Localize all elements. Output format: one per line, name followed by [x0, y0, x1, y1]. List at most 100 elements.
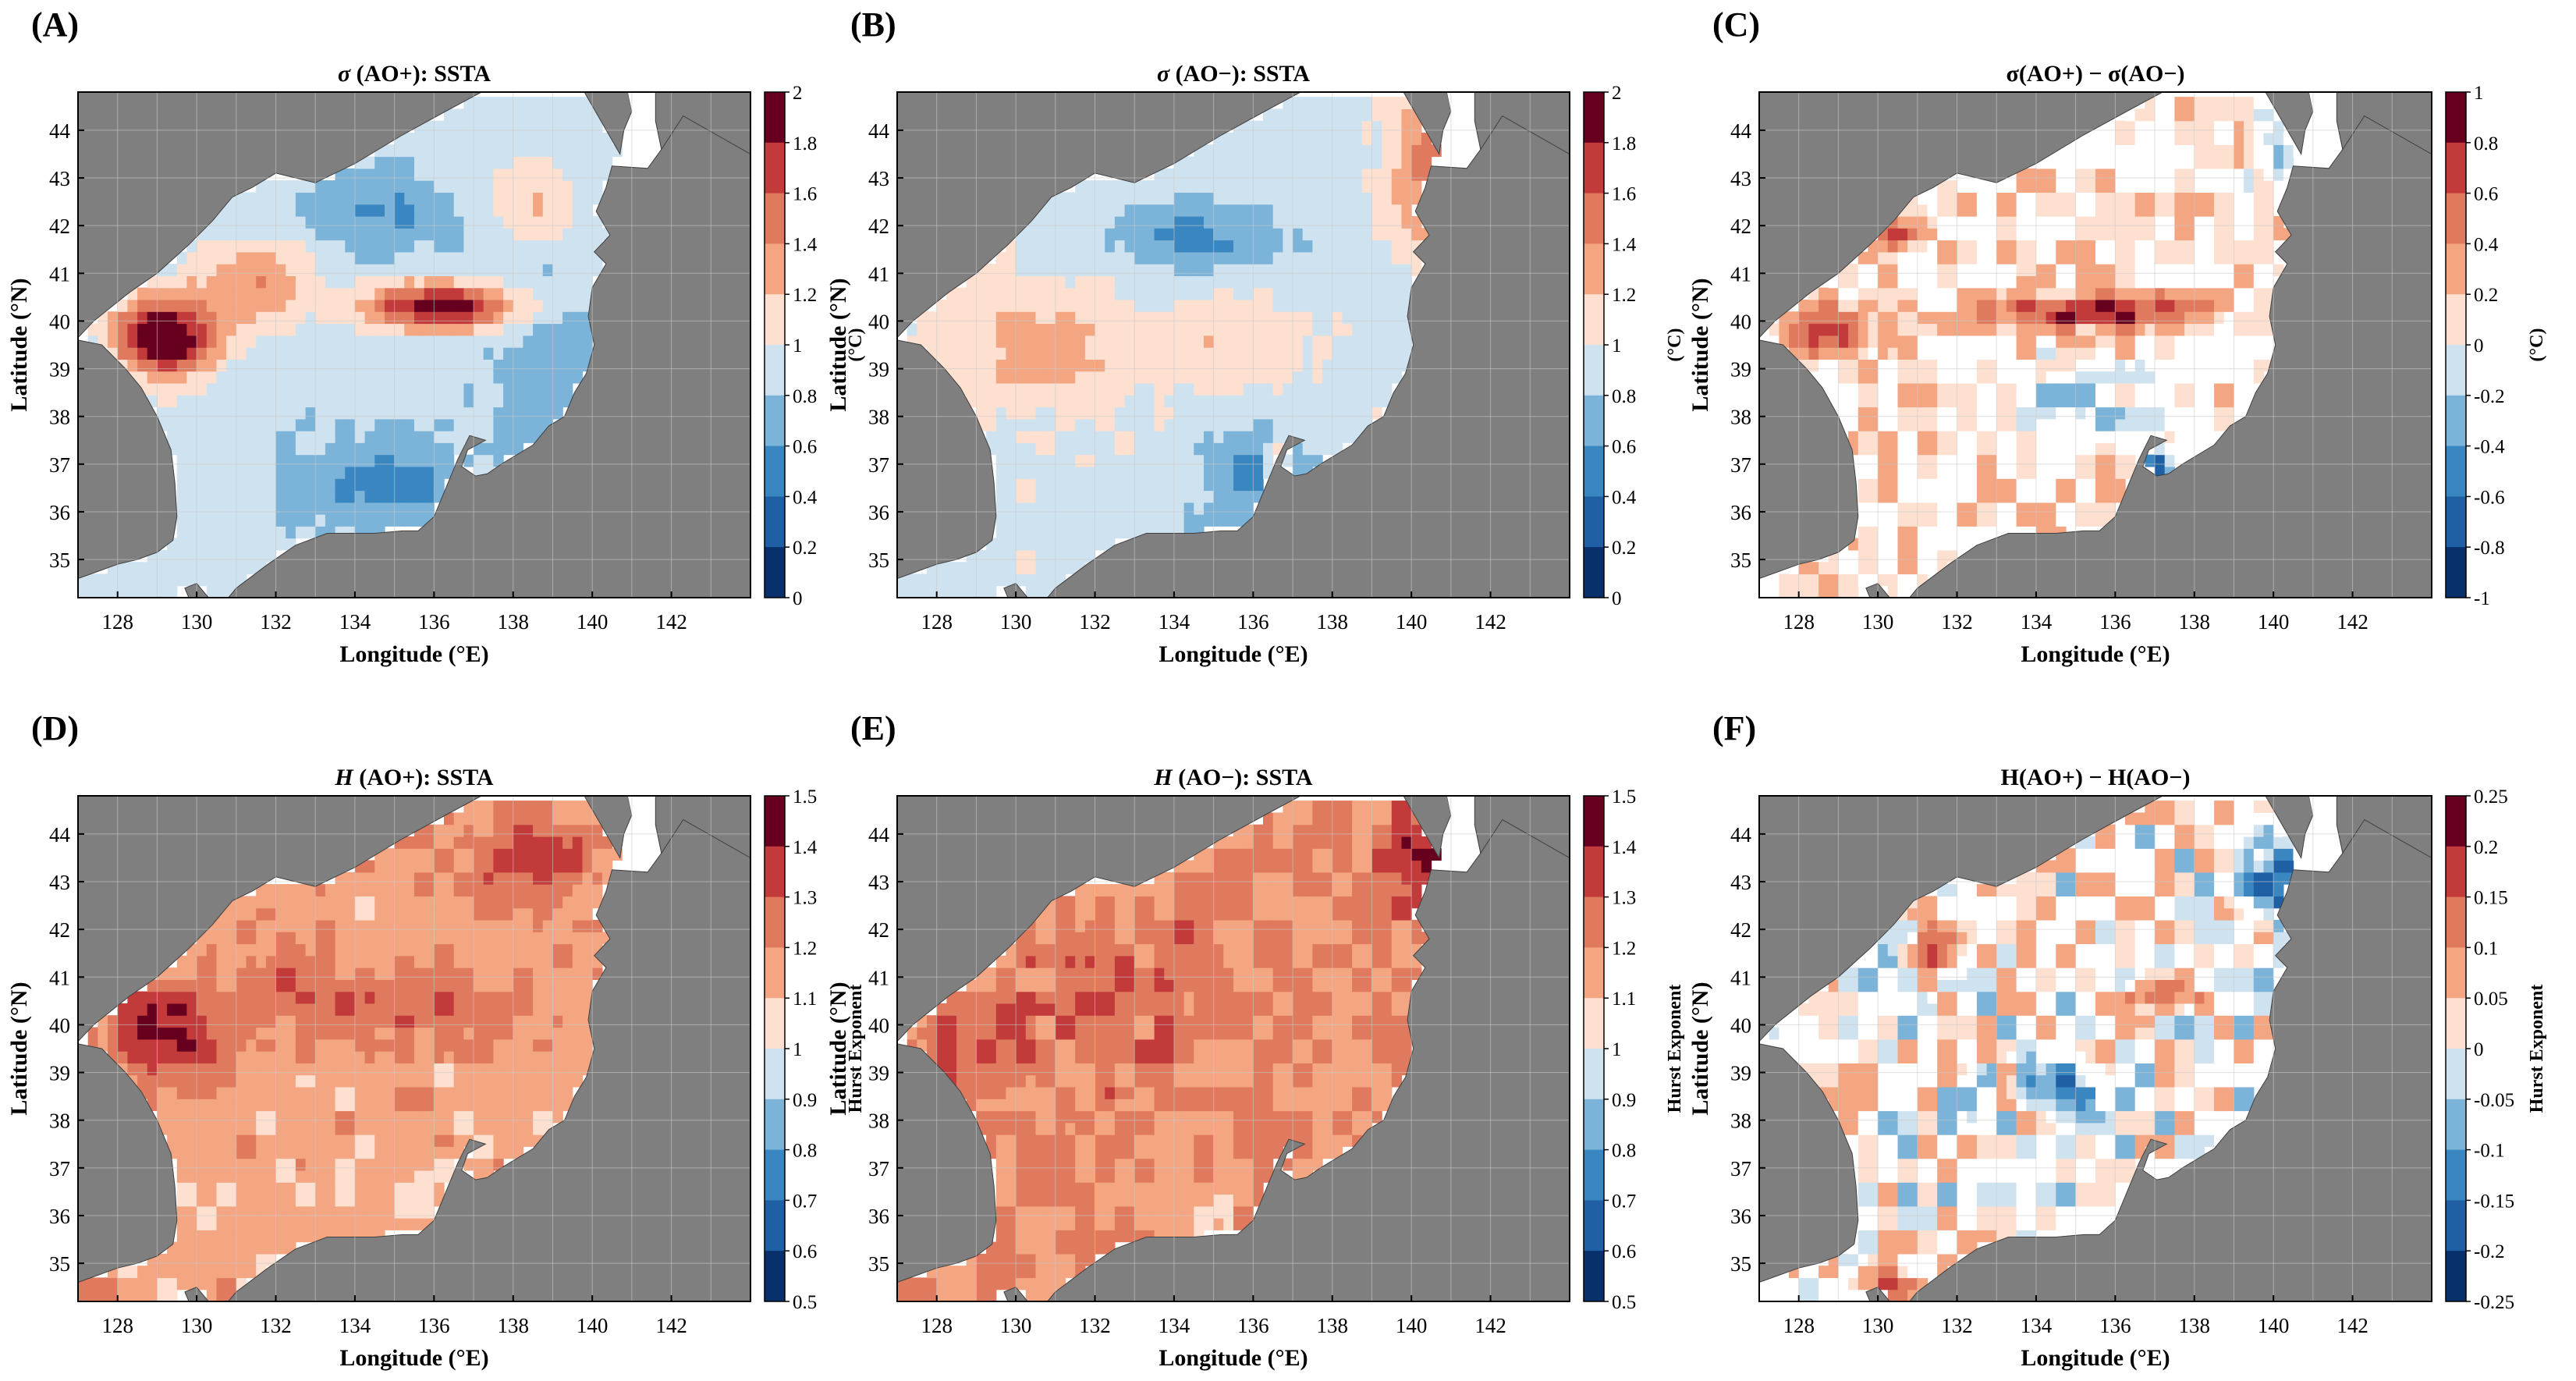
grid-cell: [995, 323, 1007, 336]
grid-cell: [1095, 382, 1105, 396]
grid-cell: [503, 144, 514, 158]
grid-cell: [2066, 406, 2077, 420]
grid-cell: [414, 466, 425, 479]
grid-cell: [315, 1099, 326, 1112]
grid-cell: [2234, 264, 2244, 276]
grid-cell: [1302, 395, 1313, 408]
grid-cell: [1878, 311, 1889, 325]
grid-cell: [1848, 549, 1859, 563]
grid-cell: [1035, 514, 1046, 527]
grid-cell: [1887, 406, 1899, 420]
grid-cell: [206, 1110, 218, 1124]
grid-cell: [256, 1253, 267, 1266]
grid-cell: [374, 228, 385, 241]
grid-cell: [2223, 371, 2235, 384]
grid-cell: [493, 359, 504, 372]
grid-cell: [246, 1063, 257, 1076]
grid-cell: [315, 359, 326, 372]
grid-cell: [552, 97, 563, 109]
grid-cell: [374, 275, 385, 289]
grid-cell: [1084, 382, 1096, 396]
grid-cell: [176, 526, 188, 539]
grid-cell: [216, 454, 227, 467]
grid-cell: [1857, 371, 1869, 384]
grid-cell: [1055, 311, 1066, 325]
grid-cell: [1996, 502, 2007, 515]
grid-cell: [1243, 264, 1254, 276]
grid-cell: [562, 168, 573, 181]
grid-cell: [1887, 466, 1899, 479]
grid-cell: [2184, 97, 2195, 109]
grid-cell: [1065, 514, 1076, 527]
grid-cell: [474, 442, 484, 456]
grid-cell: [1293, 418, 1304, 431]
grid-cell: [1055, 538, 1066, 551]
grid-cell: [1887, 454, 1899, 467]
grid-cell: [1154, 204, 1165, 217]
grid-cell: [2214, 323, 2225, 336]
grid-cell: [1035, 240, 1046, 253]
grid-cell: [157, 1063, 168, 1076]
grid-cell: [256, 215, 267, 229]
grid-cell: [1084, 311, 1096, 325]
grid-cell: [453, 240, 464, 253]
grid-cell: [246, 347, 257, 360]
grid-cell: [1986, 228, 1997, 241]
grid-cell: [137, 311, 148, 325]
grid-cell: [197, 955, 208, 968]
grid-cell: [1838, 406, 1849, 420]
grid-cell: [1045, 264, 1056, 276]
grid-cell: [2234, 359, 2244, 372]
grid-cell: [572, 323, 584, 336]
grid-cell: [2155, 454, 2166, 467]
grid-cell: [286, 442, 296, 456]
grid-cell: [2204, 228, 2215, 241]
grid-cell: [572, 144, 584, 158]
grid-cell: [2095, 204, 2106, 217]
grid-cell: [286, 1027, 296, 1040]
grid-cell: [1204, 156, 1215, 169]
grid-cell: [246, 549, 257, 563]
grid-cell: [98, 1277, 108, 1290]
grid-cell: [1927, 395, 1938, 408]
grid-cell: [1016, 311, 1027, 325]
grid-cell: [1917, 192, 1928, 205]
grid-cell: [1263, 287, 1274, 300]
grid-cell: [157, 573, 168, 587]
grid-cell: [966, 585, 977, 598]
grid-cell: [1095, 251, 1105, 264]
grid-cell: [1223, 406, 1234, 420]
grid-cell: [325, 1122, 336, 1135]
grid-cell: [1213, 382, 1224, 396]
grid-cell: [582, 228, 593, 241]
grid-cell: [364, 347, 375, 360]
grid-cell: [265, 395, 277, 408]
grid-cell: [1283, 108, 1293, 122]
grid-cell: [216, 1038, 227, 1052]
grid-cell: [176, 562, 188, 575]
grid-cell: [374, 371, 385, 384]
grid-cell: [463, 264, 474, 276]
grid-cell: [1065, 538, 1076, 551]
y-tick-label: 40: [49, 310, 70, 333]
grid-cell: [1243, 382, 1254, 396]
grid-cell: [2006, 371, 2017, 384]
grid-cell: [542, 395, 554, 408]
grid-cell: [305, 884, 316, 896]
grid-cell: [226, 1218, 237, 1230]
grid-cell: [206, 1277, 218, 1290]
grid-cell: [1134, 514, 1145, 527]
grid-cell: [1401, 156, 1412, 169]
grid-cell: [2234, 228, 2244, 241]
grid-cell: [286, 1015, 296, 1028]
grid-cell: [315, 502, 326, 515]
grid-cell: [2273, 228, 2284, 241]
grid-cell: [1917, 526, 1928, 539]
grid-cell: [2056, 347, 2067, 360]
grid-cell: [1887, 240, 1899, 253]
grid-cell: [986, 347, 997, 360]
grid-cell: [236, 907, 247, 921]
x-tick-label: 128: [921, 610, 953, 634]
grid-cell: [1154, 454, 1165, 467]
grid-cell: [2244, 156, 2255, 169]
